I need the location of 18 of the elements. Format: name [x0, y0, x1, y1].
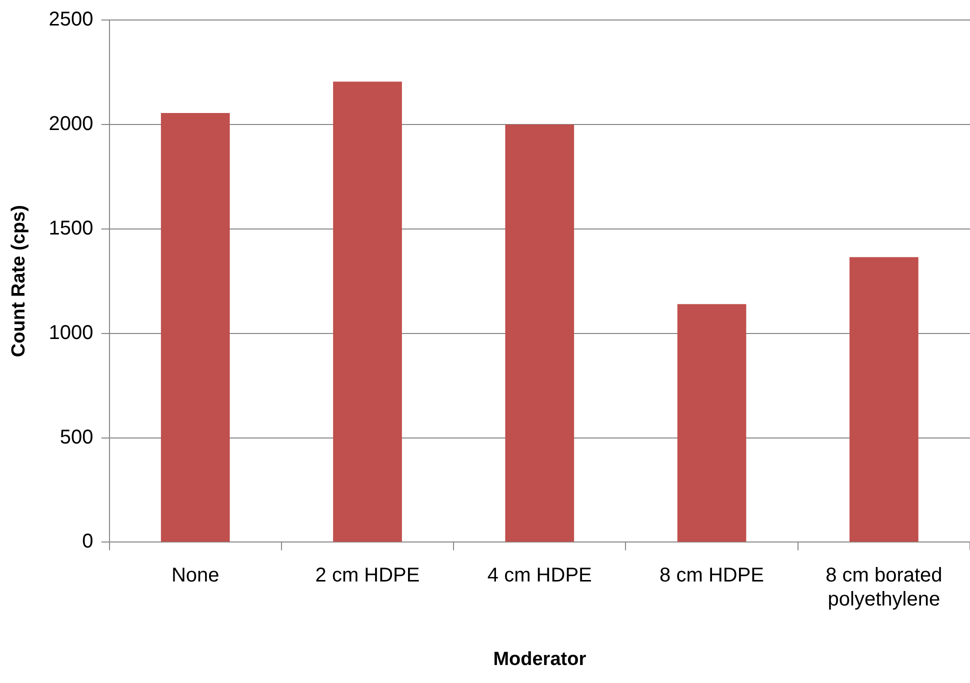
- y-tick-label: 2000: [48, 112, 94, 135]
- x-tick-label: 8 cm borated polyethylene: [826, 564, 942, 611]
- bar: [333, 82, 402, 542]
- y-axis-title: Count Rate (cps): [8, 205, 30, 358]
- y-tick-label: 1000: [48, 322, 94, 344]
- x-tick-label: 4 cm HDPE: [487, 564, 592, 587]
- bar: [160, 112, 230, 542]
- bar: [505, 124, 574, 542]
- bar: [850, 257, 918, 542]
- x-tick-label: None: [171, 564, 220, 587]
- x-tick-label: 8 cm HDPE: [660, 564, 764, 587]
- y-tick-label: 2500: [48, 8, 94, 31]
- x-tick-label: 2 cm HDPE: [315, 564, 420, 587]
- y-tick-label: 1500: [48, 217, 94, 240]
- y-tick-label: 500: [60, 426, 94, 448]
- bar: [677, 304, 746, 542]
- x-axis-title: Moderator: [493, 648, 587, 670]
- y-tick-label: 0: [82, 530, 94, 553]
